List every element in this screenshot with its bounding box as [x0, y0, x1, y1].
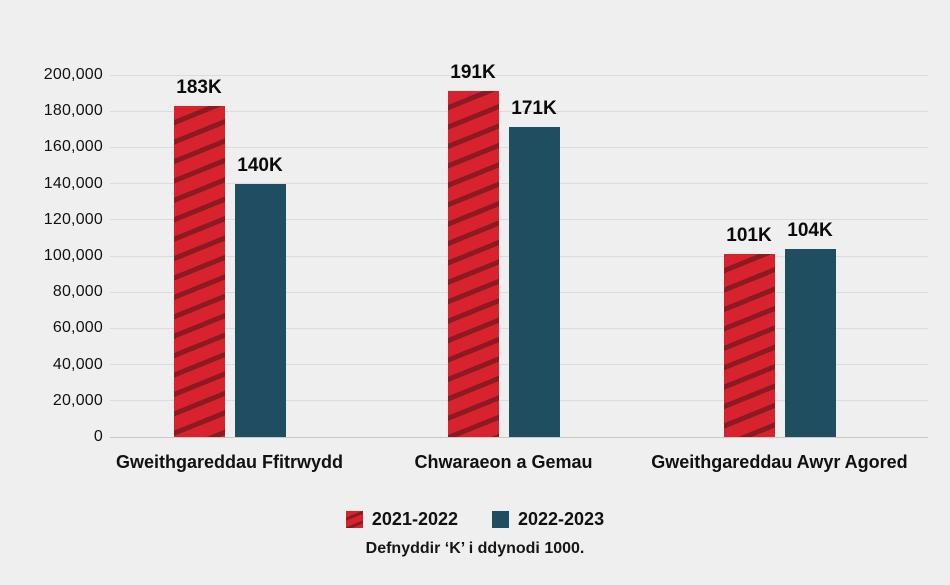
bar-2021-2022-1: [173, 105, 225, 437]
y-axis-tick-label: 120,000: [43, 210, 103, 228]
bar-value-label: 104K: [787, 219, 833, 241]
bar-2022-2023-3: [784, 248, 836, 437]
gridline: [110, 74, 928, 76]
legend-item-2022-2023: 2022-2023: [492, 509, 604, 530]
y-axis-tick-label: 60,000: [52, 319, 103, 337]
bar-value-label: 101K: [726, 225, 772, 247]
bar-value-label: 140K: [237, 154, 283, 176]
y-axis-tick-label: 200,000: [43, 66, 103, 83]
legend: 2021-2022 2022-2023: [0, 509, 950, 530]
bar-value-label: 171K: [511, 98, 557, 120]
y-axis-tick-label: 0: [93, 428, 103, 445]
bar-value-label: 183K: [176, 76, 222, 98]
bar-2021-2022-2: [447, 91, 499, 437]
y-axis-tick-label: 80,000: [52, 283, 103, 301]
legend-swatch-2022-2023: [492, 511, 509, 528]
bar-value-label: 191K: [450, 62, 496, 84]
y-axis-tick-label: 20,000: [52, 391, 103, 409]
y-axis-tick-label: 140,000: [43, 174, 103, 192]
category-label: Gweithgareddau Awyr Agored: [651, 452, 908, 472]
gridline: [110, 110, 928, 112]
footnote: Defnyddir ‘K’ i ddynodi 1000.: [365, 540, 585, 557]
category-label: Gweithgareddau Ffitrwydd: [115, 452, 343, 472]
legend-label: 2022-2023: [518, 509, 605, 529]
legend-label: 2021-2022: [371, 509, 458, 529]
gridline: [110, 436, 928, 438]
y-axis-tick-label: 40,000: [52, 355, 103, 373]
legend-item-2021-2022: 2021-2022: [345, 509, 458, 530]
category-label: Chwaraeon a Gemau: [414, 452, 593, 472]
bar-2021-2022-3: [723, 254, 775, 437]
y-axis-tick-label: 100,000: [43, 247, 103, 264]
bar-2022-2023-1: [234, 183, 286, 437]
y-axis-tick-label: 180,000: [43, 102, 103, 120]
bar-2022-2023-2: [508, 127, 560, 437]
legend-swatch-2021-2022: [345, 511, 363, 528]
y-axis-tick-label: 160,000: [43, 138, 103, 156]
